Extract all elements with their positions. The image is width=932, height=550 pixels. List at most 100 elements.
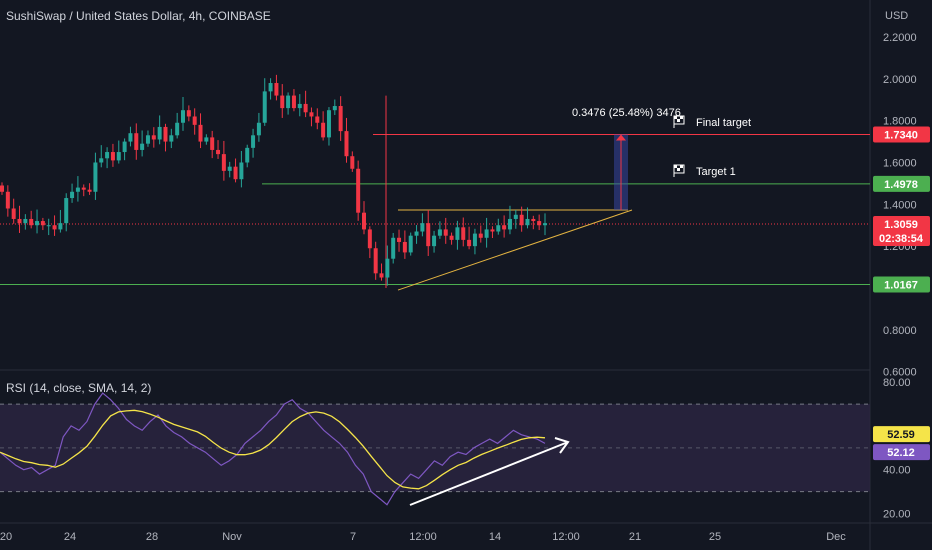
- candle-body: [373, 248, 378, 274]
- candle-body: [455, 227, 460, 240]
- candle-body: [344, 131, 349, 157]
- time-tick-label: 12:00: [552, 531, 580, 543]
- candle-body: [303, 103, 308, 113]
- candle-body: [11, 208, 16, 219]
- candle-body: [496, 225, 501, 232]
- price-tick-label: 0.8000: [883, 325, 917, 337]
- final-target-label: Final target: [696, 117, 751, 129]
- price-tick-label: 2.0000: [883, 74, 917, 86]
- time-tick-label: Dec: [826, 531, 846, 543]
- target1-price-tag: [873, 175, 930, 192]
- candle-body: [297, 103, 302, 109]
- candle-body: [502, 225, 507, 230]
- rsi-ma-value-tag: [873, 426, 930, 443]
- candle-body: [291, 95, 296, 109]
- target1-flag-icon: [673, 164, 685, 177]
- time-tick-label: 21: [629, 531, 641, 543]
- candle-body: [204, 137, 209, 142]
- candle-body: [0, 185, 4, 192]
- candle-body: [472, 233, 477, 247]
- candle-body: [519, 214, 524, 226]
- candle-body: [397, 237, 402, 242]
- candle-body: [105, 152, 110, 159]
- price-tick-label: 0.6000: [883, 367, 917, 379]
- candle-body: [227, 166, 232, 171]
- candle-body: [216, 149, 221, 155]
- candle-body: [326, 110, 331, 138]
- candle-body: [437, 229, 442, 236]
- candle-body: [245, 147, 250, 163]
- candle-body: [537, 221, 542, 226]
- rsi-tick-label: 20.00: [883, 508, 911, 520]
- candle-body: [40, 221, 45, 226]
- candle-body: [175, 122, 180, 136]
- time-axis[interactable]: 20 24 28 Nov 7 12:00 14 12:00 21 25 Dec: [0, 531, 846, 543]
- candle-body: [163, 126, 168, 142]
- candle-body: [145, 135, 150, 144]
- candle-body: [443, 229, 448, 236]
- target1-price-tag-text: 1.4978: [884, 179, 918, 191]
- rsi-ma-line: [0, 409, 546, 490]
- candle-body: [5, 191, 10, 209]
- candle-body: [467, 239, 472, 247]
- rsi-line: [0, 392, 546, 506]
- candle-body: [490, 229, 495, 232]
- candle-body: [286, 95, 291, 109]
- price-axis[interactable]: 2.20002.00001.80001.60001.40001.20001.00…: [883, 32, 917, 379]
- rsi-value-tag-text: 52.12: [887, 447, 915, 459]
- time-tick-label: 28: [146, 531, 158, 543]
- symbol-title: SushiSwap / United States Dollar, 4h, CO…: [6, 9, 271, 23]
- candle-body: [385, 258, 390, 278]
- candle-body: [64, 198, 69, 224]
- candle-body: [46, 225, 51, 227]
- triangle-support-trendline[interactable]: [397, 209, 633, 291]
- candle-body: [192, 116, 197, 125]
- measure-label: 0.3476 (25.48%) 3476: [572, 107, 681, 119]
- candle-body: [23, 218, 28, 224]
- candle-body: [531, 218, 536, 222]
- candle-body: [367, 229, 372, 249]
- candle-body: [402, 241, 407, 253]
- candle-body: [186, 110, 191, 117]
- candle-body: [478, 233, 483, 238]
- candle-body: [414, 231, 419, 236]
- rsi-axis[interactable]: 80.00 40.00 20.00: [883, 377, 911, 520]
- time-tick-label: 14: [489, 531, 501, 543]
- candle-body: [408, 235, 413, 253]
- rsi-ma-value-tag-text: 52.59: [887, 429, 915, 441]
- price-tick-label: 2.2000: [883, 32, 917, 44]
- time-tick-label: 25: [709, 531, 721, 543]
- candle-body: [221, 154, 226, 171]
- candle-body: [280, 95, 285, 109]
- rsi-trend-arrow[interactable]: [409, 437, 570, 506]
- price-tick-label: 1.4000: [883, 199, 917, 211]
- candle-body: [251, 135, 256, 148]
- candle-body: [233, 166, 238, 180]
- price-tags: 1.7340 1.4978 1.3059 02:38:54 1.0167 52.59 52.…: [873, 126, 930, 461]
- candle-body: [391, 237, 396, 259]
- candle-body: [321, 122, 326, 138]
- candle-body: [262, 91, 267, 123]
- candle-body: [52, 225, 57, 230]
- candle-body: [75, 187, 80, 192]
- support-price-tag: [873, 276, 930, 293]
- time-tick-label: 12:00: [409, 531, 437, 543]
- time-tick-label: Nov: [222, 531, 242, 543]
- candle-body: [332, 106, 337, 111]
- final-target-price-tag: [873, 126, 930, 143]
- candle-body: [274, 83, 279, 96]
- time-tick-label: 24: [64, 531, 76, 543]
- final-target-price-tag-text: 1.7340: [884, 129, 918, 141]
- candle-body: [309, 112, 314, 117]
- candle-body: [239, 162, 244, 180]
- candle-body: [513, 214, 518, 219]
- rsi-title: RSI (14, close, SMA, 14, 2): [6, 381, 151, 395]
- candle-body: [140, 143, 145, 150]
- candle-body: [99, 158, 104, 163]
- rsi-tick-label: 80.00: [883, 377, 911, 389]
- candle-body: [122, 141, 127, 153]
- candle-body: [169, 135, 174, 142]
- rsi-value-tag: [873, 444, 930, 461]
- candle-body: [432, 235, 437, 247]
